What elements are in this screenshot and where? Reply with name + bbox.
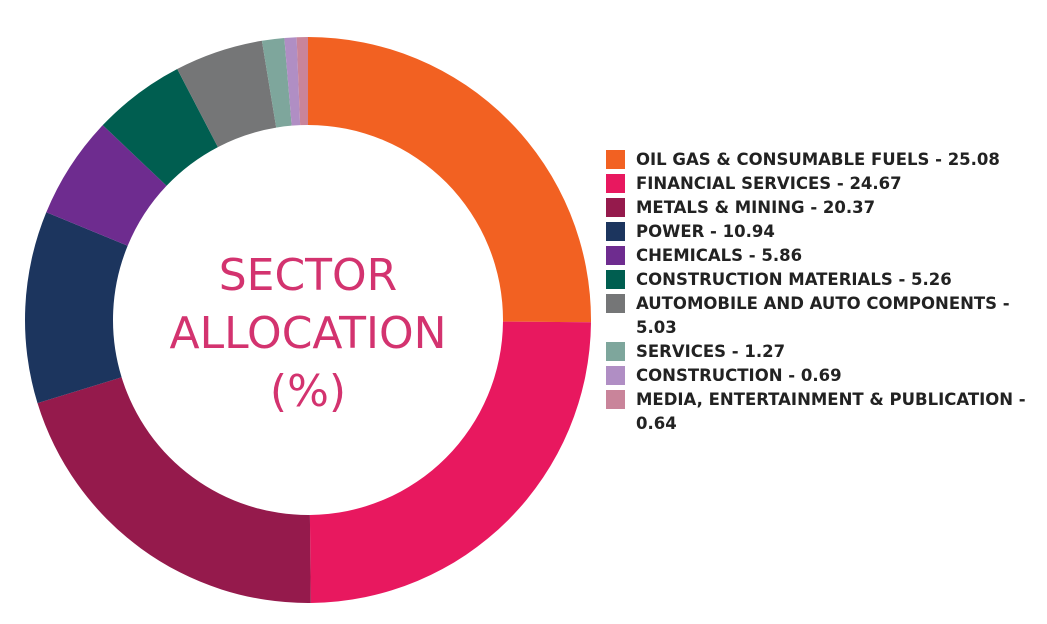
legend-item: MEDIA, ENTERTAINMENT & PUBLICATION - 0.6… (606, 388, 1036, 436)
donut-slice (46, 125, 167, 246)
donut-slice (261, 37, 292, 128)
donut-slice (25, 212, 128, 404)
legend-item: METALS & MINING - 20.37 (606, 196, 1036, 220)
legend-swatch (606, 342, 625, 361)
legend-label: OIL GAS & CONSUMABLE FUELS - 25.08 (636, 150, 1000, 169)
legend-item: OIL GAS & CONSUMABLE FUELS - 25.08 (606, 148, 1036, 172)
donut-slice (309, 321, 591, 603)
legend-item: AUTOMOBILE AND AUTO COMPONENTS - 5.03 (606, 292, 1036, 340)
legend-item: SERVICES - 1.27 (606, 340, 1036, 364)
legend: OIL GAS & CONSUMABLE FUELS - 25.08 FINANC… (606, 148, 1036, 436)
legend-label: METALS & MINING - 20.37 (636, 198, 876, 217)
legend-label: SERVICES - 1.27 (636, 342, 786, 361)
legend-swatch (606, 222, 625, 241)
legend-swatch (606, 150, 625, 169)
donut-slice (308, 37, 592, 323)
legend-item: CONSTRUCTION MATERIALS - 5.26 (606, 268, 1036, 292)
donut-slice (296, 37, 308, 126)
donut-slice (177, 40, 277, 148)
chart-title: SECTOR ALLOCATION (%) (170, 250, 447, 417)
donut-slice (37, 377, 311, 603)
chart: SECTOR ALLOCATION (%) (25, 37, 592, 603)
legend-swatch (606, 270, 625, 289)
legend-swatch (606, 246, 625, 265)
legend-swatch (606, 366, 625, 385)
legend-label: CONSTRUCTION - 0.69 (636, 366, 842, 385)
legend-swatch (606, 198, 625, 217)
legend-item: CHEMICALS - 5.86 (606, 244, 1036, 268)
legend-swatch (606, 174, 625, 193)
legend-label: AUTOMOBILE AND AUTO COMPONENTS - 5.03 (636, 294, 1010, 337)
legend-label: FINANCIAL SERVICES - 24.67 (636, 174, 902, 193)
legend-item: CONSTRUCTION - 0.69 (606, 364, 1036, 388)
legend-label: CONSTRUCTION MATERIALS - 5.26 (636, 270, 952, 289)
legend-label: POWER - 10.94 (636, 222, 775, 241)
legend-label: MEDIA, ENTERTAINMENT & PUBLICATION - 0.6… (636, 390, 1026, 433)
legend-swatch (606, 294, 625, 313)
legend-swatch (606, 390, 625, 409)
donut-slice (284, 37, 301, 126)
legend-label: CHEMICALS - 5.86 (636, 246, 803, 265)
legend-item: FINANCIAL SERVICES - 24.67 (606, 172, 1036, 196)
legend-item: POWER - 10.94 (606, 220, 1036, 244)
donut-slice (102, 69, 218, 186)
